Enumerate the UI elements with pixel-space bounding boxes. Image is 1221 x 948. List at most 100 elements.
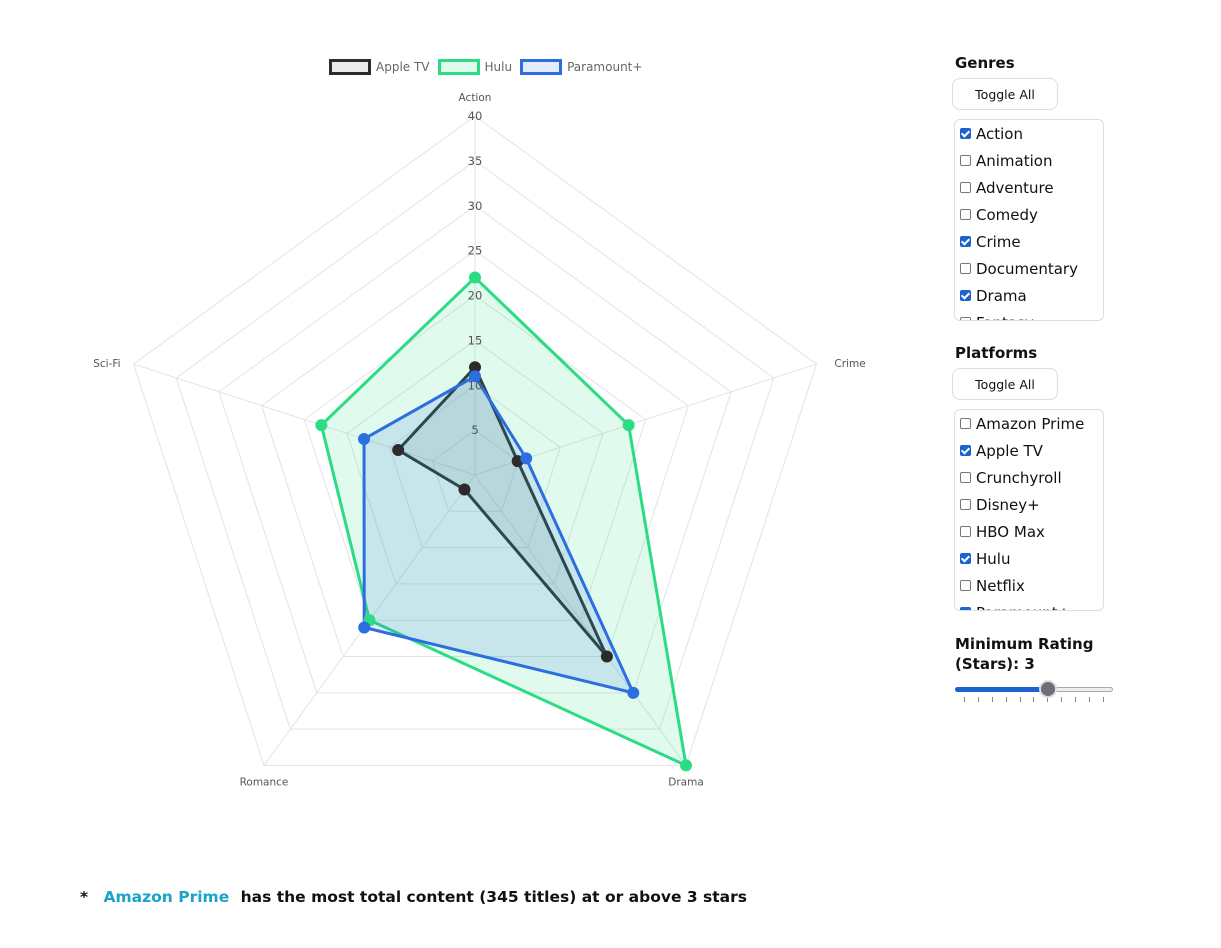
genre-checkbox[interactable] <box>960 317 971 320</box>
series-area <box>319 276 688 767</box>
slider-tick <box>1061 697 1063 702</box>
genre-checkbox[interactable] <box>960 182 971 193</box>
axis-label: Romance <box>240 776 289 788</box>
data-point <box>358 432 371 445</box>
axis-label: Drama <box>668 776 704 788</box>
platform-checkbox[interactable] <box>960 472 971 483</box>
genre-item[interactable]: Comedy <box>955 201 1103 228</box>
platforms-list[interactable]: Amazon Prime Apple TV Crunchyroll Disney+ HB… <box>954 409 1104 611</box>
data-point <box>627 686 640 699</box>
r-tick-label: 30 <box>468 199 483 213</box>
axis-label: Crime <box>834 358 865 370</box>
legend-label: Paramount+ <box>567 60 643 74</box>
platform-item[interactable]: HBO Max <box>955 518 1103 545</box>
footnote-platform: Amazon Prime <box>103 888 230 906</box>
platform-item[interactable]: Paramount+ <box>955 599 1103 610</box>
genre-item[interactable]: Adventure <box>955 174 1103 201</box>
grid-ring <box>218 205 732 694</box>
footnote-text: has the most total content (345 titles) … <box>240 888 748 906</box>
genre-checkbox[interactable] <box>960 128 971 139</box>
genre-item[interactable]: Drama <box>955 282 1103 309</box>
legend-item[interactable]: Hulu <box>437 59 513 75</box>
data-point <box>458 483 471 496</box>
grid-ring <box>303 294 647 621</box>
genre-item[interactable]: Crime <box>955 228 1103 255</box>
genre-item[interactable]: Action <box>955 120 1103 147</box>
platform-label: Disney+ <box>976 495 1040 514</box>
genre-label: Action <box>976 124 1023 143</box>
data-point <box>469 370 481 383</box>
platform-label: HBO Max <box>976 522 1045 541</box>
legend-item[interactable]: Paramount+ <box>520 59 642 75</box>
genre-item[interactable]: Fantasy <box>955 309 1103 320</box>
platform-label: Netflix <box>976 576 1025 595</box>
legend-label: Apple TV <box>376 60 430 74</box>
legend-label: Hulu <box>484 60 513 74</box>
min-rating-slider[interactable] <box>955 680 1113 703</box>
platform-checkbox[interactable] <box>960 580 971 591</box>
grid-spoke <box>474 474 687 766</box>
platform-checkbox[interactable] <box>960 607 971 610</box>
chart-legend: Apple TV Hulu Paramount+ <box>329 57 642 77</box>
platform-checkbox[interactable] <box>960 445 971 456</box>
genre-label: Animation <box>976 151 1053 170</box>
data-point <box>469 361 481 374</box>
data-point <box>622 419 635 432</box>
grid-ring <box>431 429 519 512</box>
grid-ring <box>261 250 689 658</box>
genre-checkbox[interactable] <box>960 290 971 301</box>
slider-ticks <box>964 697 1104 703</box>
platform-checkbox[interactable] <box>960 499 971 510</box>
genre-item[interactable]: Animation <box>955 147 1103 174</box>
genre-item[interactable]: Documentary <box>955 255 1103 282</box>
r-tick-label: 40 <box>468 109 483 123</box>
platforms-title: Platforms <box>955 344 1038 362</box>
platform-item[interactable]: Netflix <box>955 572 1103 599</box>
genre-checkbox[interactable] <box>960 155 971 166</box>
r-tick-label: 15 <box>468 333 483 347</box>
genre-checkbox[interactable] <box>960 236 971 247</box>
r-tick-label: 25 <box>468 244 483 258</box>
r-tick-label: 35 <box>468 154 483 168</box>
data-point <box>600 650 613 663</box>
genre-checkbox[interactable] <box>960 263 971 274</box>
genre-label: Documentary <box>976 259 1078 278</box>
platform-item[interactable]: Amazon Prime <box>955 410 1103 437</box>
genre-label: Adventure <box>976 178 1054 197</box>
slider-fill <box>955 687 1048 692</box>
platform-checkbox[interactable] <box>960 553 971 564</box>
slider-tick <box>1019 697 1021 702</box>
slider-tick <box>1005 697 1007 702</box>
platform-checkbox[interactable] <box>960 526 971 537</box>
grid-ring <box>346 339 604 585</box>
slider-tick <box>1033 697 1035 702</box>
genres-list[interactable]: Action Animation Adventure Comedy Crime Docum… <box>954 119 1104 321</box>
slider-tick <box>977 697 979 702</box>
slider-tick <box>1102 697 1104 702</box>
platform-item[interactable]: Hulu <box>955 545 1103 572</box>
genres-toggle-all-button[interactable]: Toggle All <box>952 78 1058 110</box>
platforms-toggle-all-button[interactable]: Toggle All <box>952 368 1058 400</box>
slider-thumb[interactable] <box>1039 680 1057 698</box>
r-tick-label: 5 <box>471 423 478 437</box>
legend-item[interactable]: Apple TV <box>329 59 430 75</box>
grid-ring <box>132 115 818 766</box>
platform-checkbox[interactable] <box>960 418 971 429</box>
grid-ring <box>389 384 561 549</box>
platform-item[interactable]: Crunchyroll <box>955 464 1103 491</box>
platform-label: Amazon Prime <box>976 414 1085 433</box>
axis-label: Sci-Fi <box>93 358 120 370</box>
grid-ring <box>175 160 775 730</box>
genre-label: Crime <box>976 232 1021 251</box>
legend-swatch <box>329 59 371 75</box>
genres-title: Genres <box>955 54 1015 72</box>
platform-item[interactable]: Disney+ <box>955 491 1103 518</box>
genre-checkbox[interactable] <box>960 209 971 220</box>
slider-tick <box>1047 697 1049 702</box>
platform-label: Apple TV <box>976 441 1043 460</box>
platform-item[interactable]: Apple TV <box>955 437 1103 464</box>
data-point <box>680 759 693 772</box>
footnote: * Amazon Prime has the most total conten… <box>80 888 747 906</box>
data-point <box>469 271 481 284</box>
data-point <box>315 419 328 432</box>
